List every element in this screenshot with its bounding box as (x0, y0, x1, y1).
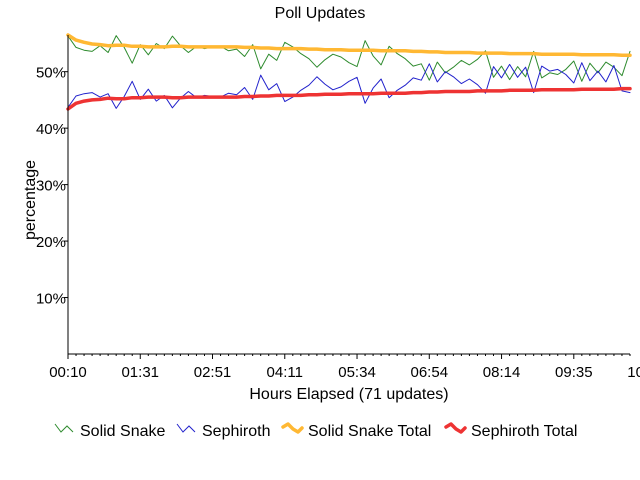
legend-item: Solid Snake (54, 423, 165, 440)
zigzag-line-icon (54, 423, 74, 433)
legend-item: Sephiroth (176, 423, 271, 440)
x-tick-label: 08:14 (483, 364, 521, 381)
legend-label: Sephiroth Total (471, 423, 577, 440)
plot-series (66, 33, 632, 111)
x-ticks: 00:10 01:31 02:51 04:11 05:34 06:54 08:14 09:35… (49, 354, 640, 381)
y-tick-label: 30% (36, 178, 66, 195)
legend-label: Solid Snake Total (308, 423, 431, 440)
legend: Solid Snake Sephiroth Solid Snake Total Sep… (54, 422, 577, 440)
x-tick-label: 02:51 (194, 364, 232, 381)
x-tick-label: 10:55 (627, 364, 640, 381)
x-tick-label: 05:34 (338, 364, 376, 381)
y-tick-label: 20% (36, 234, 66, 251)
legend-item: Sephiroth Total (444, 422, 577, 440)
x-tick-label: 00:10 (49, 364, 87, 381)
series-line-solid-snake (67, 35, 631, 82)
legend-label: Sephiroth (202, 423, 271, 440)
y-tick-label: 10% (36, 291, 66, 308)
x-axis-label: Hours Elapsed (71 updates) (249, 386, 448, 403)
series-line-sephiroth-total (66, 86, 632, 111)
series-line-solid-snake-total (66, 33, 632, 58)
x-tick-label: 04:11 (267, 364, 303, 381)
y-tick-label: 50% (36, 65, 66, 82)
x-tick-label: 09:35 (555, 364, 593, 381)
legend-item: Solid Snake Total (281, 422, 431, 440)
series-line-sephiroth (67, 62, 631, 109)
wave-line-icon (281, 422, 304, 434)
legend-label: Solid Snake (80, 423, 165, 440)
axes (67, 35, 630, 355)
x-tick-label: 06:54 (411, 364, 449, 381)
zigzag-line-icon (176, 423, 196, 433)
wave-line-icon (444, 422, 467, 434)
y-axis-label: percentage (22, 160, 39, 240)
chart-title: Poll Updates (275, 5, 366, 22)
y-tick-label: 40% (36, 121, 66, 138)
y-ticks: 10% 20% 30% 40% 50% (36, 65, 68, 308)
x-tick-label: 01:31 (121, 364, 159, 381)
